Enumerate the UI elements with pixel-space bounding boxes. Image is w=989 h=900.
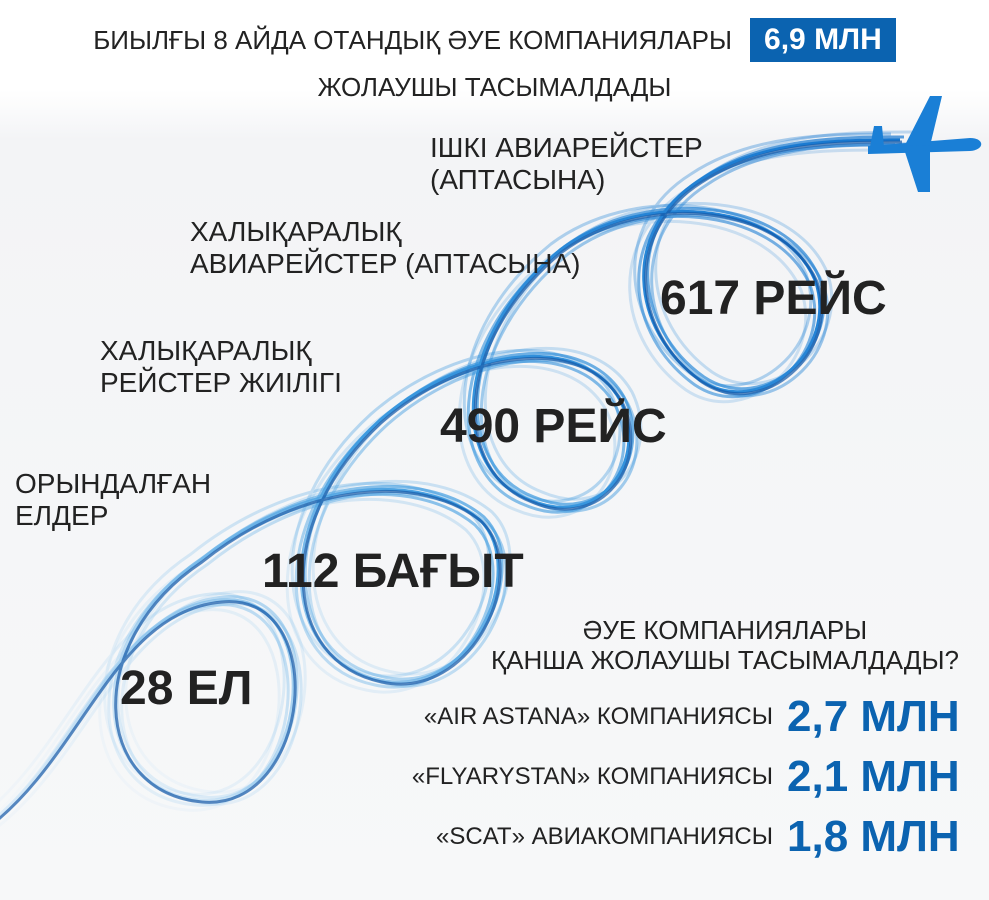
header: БИЫЛҒЫ 8 АЙДА ОТАНДЫҚ ӘУЕ КОМПАНИЯЛАРЫ 6…: [0, 18, 989, 104]
stat-label-line: АВИАРЕЙСТЕР (АПТАСЫНА): [190, 248, 581, 279]
airline-value: 2,7 МЛН: [787, 692, 960, 741]
stat-label-international-frequency: ХАЛЫҚАРАЛЫҚ РЕЙСТЕР ЖИІЛІГІ: [100, 335, 342, 399]
airline-value: 1,8 МЛН: [787, 812, 960, 861]
flight-ribbon: [0, 130, 914, 842]
airlines-question-line: ӘУЕ КОМПАНИЯЛАРЫ: [582, 615, 868, 645]
stat-label-international-flights: ХАЛЫҚАРАЛЫҚ АВИАРЕЙСТЕР (АПТАСЫНА): [190, 216, 580, 280]
airline-row: «AIR ASTANA» КОМПАНИЯСЫ 2,7 МЛН: [424, 692, 977, 742]
stat-label-line: ОРЫНДАЛҒАН: [15, 468, 212, 499]
stat-label-line: ЕЛДЕР: [15, 500, 109, 531]
header-text-after: ЖОЛАУШЫ ТАСЫМАЛДАДЫ: [317, 72, 672, 102]
airline-label: «AIR ASTANA» КОМПАНИЯСЫ: [423, 703, 773, 730]
stat-label-line: ХАЛЫҚАРАЛЫҚ: [100, 335, 312, 366]
stat-value-countries: 28 ЕЛ: [120, 662, 253, 715]
airline-label: «SCAT» АВИАКОМПАНИЯСЫ: [436, 823, 773, 850]
stat-label-line: ІШКІ АВИАРЕЙСТЕР: [430, 132, 703, 163]
airline-row: «SCAT» АВИАКОМПАНИЯСЫ 1,8 МЛН: [436, 812, 977, 862]
header-text-before: БИЫЛҒЫ 8 АЙДА ОТАНДЫҚ ӘУЕ КОМПАНИЯЛАРЫ: [93, 25, 733, 55]
airlines-question-line: ҚАНША ЖОЛАУШЫ ТАСЫМАЛДАДЫ?: [491, 645, 959, 675]
stat-label-line: (АПТАСЫНА): [430, 164, 606, 195]
stat-label-line: ХАЛЫҚАРАЛЫҚ: [190, 216, 402, 247]
stat-label-line: РЕЙСТЕР ЖИІЛІГІ: [100, 367, 342, 398]
airplane-icon: [868, 96, 982, 192]
header-highlight: 6,9 МЛН: [750, 18, 896, 62]
stat-value-international-flights: 490 РЕЙС: [440, 400, 667, 453]
airline-row: «FLYARYSTAN» КОМПАНИЯСЫ 2,1 МЛН: [412, 752, 977, 802]
stat-label-domestic: ІШКІ АВИАРЕЙСТЕР (АПТАСЫНА): [430, 132, 703, 196]
airline-value: 2,1 МЛН: [787, 752, 960, 801]
stat-value-domestic: 617 РЕЙС: [660, 272, 887, 325]
stat-value-international-frequency: 112 БАҒЫТ: [262, 545, 524, 598]
airlines-question: ӘУЕ КОМПАНИЯЛАРЫ ҚАНША ЖОЛАУШЫ ТАСЫМАЛДА…: [470, 615, 980, 675]
airline-label: «FLYARYSTAN» КОМПАНИЯСЫ: [411, 763, 773, 790]
stat-label-countries: ОРЫНДАЛҒАН ЕЛДЕР: [15, 468, 211, 532]
